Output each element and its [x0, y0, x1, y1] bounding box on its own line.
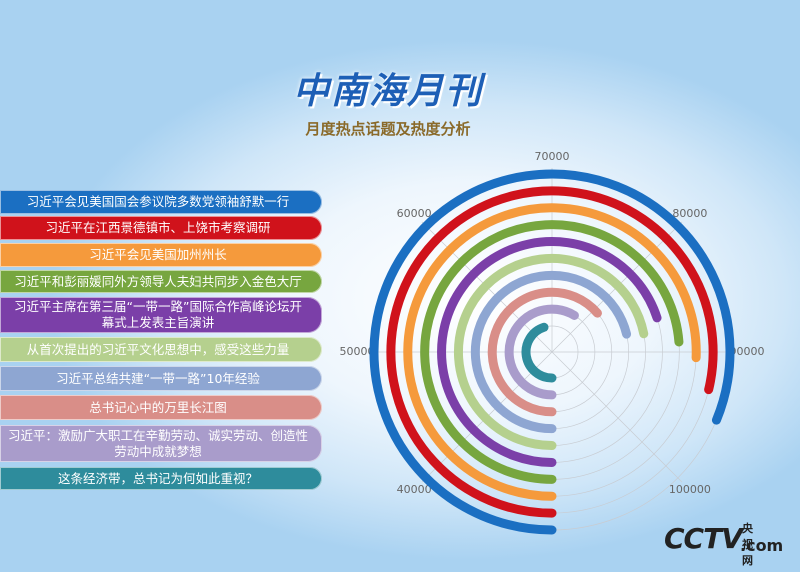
legend-label: 习近平会见美国加州州长: [89, 247, 227, 262]
logo-domain: .com: [740, 536, 784, 555]
radial-bar: [504, 304, 579, 400]
legend-item: 从首次提出的习近平文化思想中，感受这些力量: [0, 337, 322, 362]
brand-logo: CCTV 央视网 .com: [664, 522, 783, 567]
legend-label: 习近平会见美国国会参议院多数党领袖舒默一行: [26, 194, 290, 209]
angle-tick-label: 90000: [730, 345, 765, 358]
angle-tick-label: 60000: [397, 207, 432, 220]
legend-label: 习近平总结共建“一带一路”10年经验: [56, 370, 260, 386]
radial-bar: [386, 186, 718, 518]
legend-item: 总书记心中的万里长江图: [0, 395, 322, 420]
angle-tick-label: 50000: [340, 345, 375, 358]
grid-line: [551, 351, 683, 483]
radial-bar: [521, 322, 557, 383]
logo-name: 央视网: [742, 522, 753, 567]
angle-tick-label: 80000: [672, 207, 707, 220]
legend-label: 从首次提出的习近平文化思想中，感受这些力量: [26, 341, 290, 357]
radial-bar: [420, 220, 684, 484]
angle-tick-label: 100000: [669, 483, 711, 496]
legend-item: 习近平会见美国国会参议院多数党领袖舒默一行: [0, 190, 322, 214]
angle-tick-label: 70000: [535, 150, 570, 163]
radial-bar: [369, 169, 735, 535]
chart-title: 中南海月刊: [292, 71, 483, 112]
legend-label: 习近平在江西景德镇市、上饶市考察调研: [45, 220, 271, 235]
legend-label: 习近平主席在第三届“一带一路”国际合作高峰论坛开幕式上发表主旨演讲: [14, 299, 302, 330]
legend-item: 习近平会见美国加州州长: [0, 243, 322, 267]
radial-bar: [437, 237, 662, 467]
legend-item: 习近平在江西景德镇市、上饶市考察调研: [0, 216, 322, 240]
radial-bar: [403, 203, 701, 501]
legend-item: 习近平和彭丽媛同外方领导人夫妇共同步入金色大厅: [0, 270, 322, 293]
legend-item: 习近平：激励广大职工在辛勤劳动、诚实劳动、创造性劳动中成就梦想: [0, 425, 322, 462]
legend-item: 习近平总结共建“一带一路”10年经验: [0, 366, 322, 391]
chart-subtitle: 月度热点话题及热度分析: [305, 120, 471, 138]
radial-bar: [454, 253, 649, 451]
legend-label: 习近平：激励广大职工在辛勤劳动、诚实劳动、创造性劳动中成就梦想: [8, 427, 309, 459]
legend-item: 习近平主席在第三届“一带一路”国际合作高峰论坛开幕式上发表主旨演讲: [0, 297, 322, 333]
logo-text: CCTV: [664, 522, 743, 555]
radial-bar: [487, 287, 602, 417]
radial-bar: [470, 270, 632, 434]
legend-label: 这条经济带，总书记为何如此重视？: [57, 470, 258, 486]
legend-item: 这条经济带，总书记为何如此重视？: [0, 467, 322, 490]
legend-label: 总书记心中的万里长江图: [89, 399, 227, 415]
legend-label: 习近平和彭丽媛同外方领导人夫妇共同步入金色大厅: [14, 273, 302, 289]
angle-tick-label: 40000: [397, 483, 432, 496]
